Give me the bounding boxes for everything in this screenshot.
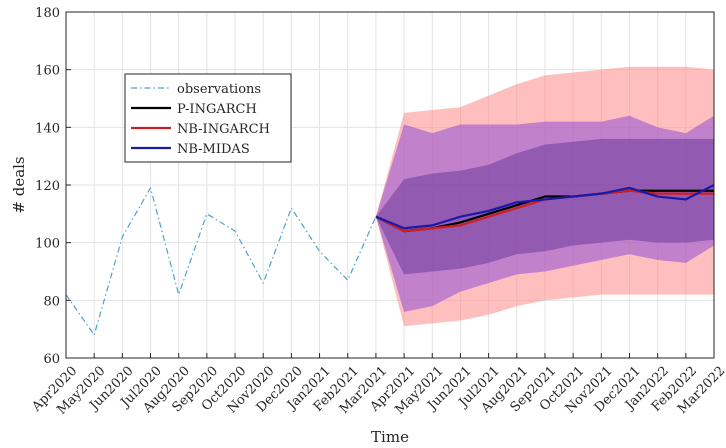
y-tick-label: 160 — [35, 64, 60, 79]
series-line-observations — [65, 187, 377, 336]
legend: observations P-INGARCH NB-INGARCH NB-MIDAS — [124, 73, 292, 163]
y-tick-label: 80 — [43, 294, 60, 309]
forecast-band-3 — [375, 138, 714, 275]
y-tick-label: 140 — [35, 121, 60, 136]
legend-label: observations — [177, 82, 261, 97]
y-tick-label: 180 — [35, 6, 60, 21]
x-axis-label: Time — [371, 428, 409, 446]
x-axis-ticks: Apr2020May2020Jun2020Jul2020Aug2020Sep20… — [29, 353, 726, 418]
series-line-nb-midas — [375, 184, 715, 230]
legend-label: NB-INGARCH — [177, 122, 270, 137]
y-tick-label: 100 — [35, 237, 60, 252]
y-axis-label: # deals — [10, 156, 28, 213]
series-lines — [65, 184, 715, 336]
legend-label: NB-MIDAS — [177, 142, 250, 157]
legend-label: P-INGARCH — [177, 102, 257, 117]
legend-box — [124, 73, 292, 163]
y-axis-ticks: 60 80 100 120 140 160 180 — [35, 6, 71, 367]
y-tick-label: 120 — [35, 179, 60, 194]
y-tick-label: 60 — [43, 352, 60, 367]
